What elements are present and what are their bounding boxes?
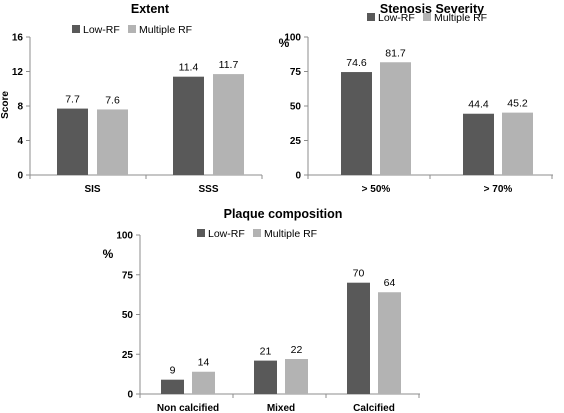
y-tick-label: 100 [284, 33, 301, 44]
data-label: 22 [291, 344, 303, 356]
data-label: 44.4 [468, 99, 489, 111]
y-tick-label: 50 [290, 102, 302, 113]
y-tick-label: 8 [17, 102, 23, 113]
legend: Low-RF Multiple RF [72, 24, 192, 36]
bar-multiple-rf [192, 371, 215, 394]
legend-swatch [367, 13, 375, 21]
x-tick-label: Mixed [267, 403, 295, 413]
x-tick-label: > 70% [484, 184, 513, 195]
y-tick-label: 16 [12, 33, 24, 44]
x-tick-label: Non calcified [157, 403, 219, 413]
y-tick-label: 50 [122, 310, 134, 321]
data-label: 70 [353, 268, 365, 280]
data-label: 11.7 [219, 59, 239, 71]
legend-label: Low-RF [208, 228, 245, 240]
data-label: 74.6 [346, 57, 367, 69]
legend-label: Multiple RF [139, 24, 192, 36]
legend-label: Low-RF [378, 12, 415, 24]
data-label: 21 [260, 346, 272, 358]
legend-swatch [128, 25, 136, 33]
data-label: 64 [384, 277, 396, 289]
data-label: 14 [198, 357, 210, 369]
y-axis-label: % [279, 36, 290, 50]
y-axis-label: % [103, 247, 114, 261]
data-label: 9 [170, 365, 176, 377]
legend-swatch [423, 13, 431, 21]
y-tick-label: 0 [17, 171, 23, 182]
data-label: 7.6 [105, 94, 120, 106]
legend-swatch [253, 229, 261, 237]
data-label: 45.2 [507, 98, 528, 110]
bar-multiple-rf [380, 62, 411, 176]
chart-title: Stenosis Severity [380, 2, 484, 16]
chart-plaque: Plaque composition% 0 25 50 75 100 9 14 Non calc… [103, 207, 420, 413]
x-tick-label: SIS [84, 184, 100, 195]
y-tick-label: 25 [122, 350, 134, 361]
bar-low-rf [57, 108, 88, 175]
y-tick-label: 75 [122, 270, 134, 281]
y-axis-label: Score [0, 91, 11, 119]
x-tick-label: Calcified [353, 403, 395, 413]
bar-multiple-rf [285, 359, 308, 394]
chart-stenosis: Stenosis Severity% 0 25 50 75 100 74.6 81.7 > 50… [279, 2, 553, 195]
bar-multiple-rf [378, 292, 401, 394]
legend-swatch [72, 25, 80, 33]
bar-multiple-rf [97, 109, 128, 175]
bar-multiple-rf [502, 112, 533, 175]
bar-low-rf [347, 282, 370, 394]
bar-low-rf [173, 76, 204, 175]
bar-multiple-rf [213, 74, 244, 175]
data-label: 7.7 [65, 94, 80, 106]
y-tick-label: 12 [12, 67, 24, 78]
legend-label: Multiple RF [434, 12, 487, 24]
legend-label: Low-RF [83, 24, 120, 36]
y-tick-label: 4 [17, 136, 23, 147]
y-tick-label: 75 [290, 67, 302, 78]
bar-low-rf [463, 113, 494, 175]
x-tick-label: SSS [198, 184, 218, 195]
legend-swatch [197, 229, 205, 237]
bar-low-rf [161, 379, 184, 394]
chart-title: Plaque composition [224, 207, 343, 221]
chart-title: Extent [131, 2, 170, 16]
legend: Low-RF Multiple RF [197, 228, 317, 240]
y-tick-label: 100 [116, 231, 133, 242]
y-tick-label: 25 [290, 136, 302, 147]
chart-extent: Extent Score 0 4 8 12 16 7.7 7.6 SIS 11.4 11.7 SSS Lo… [0, 2, 263, 195]
y-tick-label: 0 [127, 390, 133, 401]
legend: Low-RF Multiple RF [367, 12, 487, 24]
legend-label: Multiple RF [264, 228, 317, 240]
data-label: 11.4 [179, 62, 199, 74]
y-tick-label: 0 [295, 171, 301, 182]
x-tick-label: > 50% [362, 184, 391, 195]
data-label: 81.7 [385, 47, 406, 59]
bar-low-rf [254, 360, 277, 394]
bar-low-rf [341, 72, 372, 175]
